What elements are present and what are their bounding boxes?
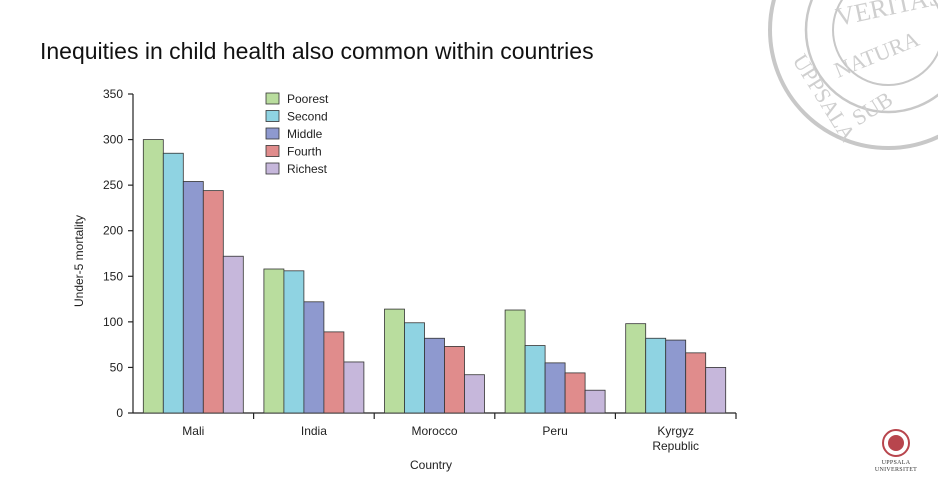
bar-fourth-4 (685, 352, 707, 414)
uppsala-logo: UPPSALA UNIVERSITET (868, 428, 924, 474)
legend-swatch-richest (265, 162, 280, 175)
uppsala-logo-emblem (882, 429, 910, 457)
bar-richest-0 (222, 255, 244, 414)
bar-fourth-2 (444, 346, 465, 414)
legend-swatch-fourth (265, 145, 280, 157)
legend-label-richest: Richest (287, 162, 328, 176)
legend-swatch-poorest (265, 92, 280, 105)
legend-label-middle: Middle (287, 127, 323, 141)
legend-swatch-second (265, 110, 280, 122)
bar-middle-1 (303, 301, 325, 414)
y-axis-title: Under-5 mortality (72, 215, 86, 307)
seal-inner-ring (804, 0, 938, 114)
y-tick-label: 350 (103, 87, 123, 101)
y-tick-label: 250 (103, 178, 123, 192)
bar-richest-1 (343, 361, 365, 414)
slide-title: Inequities in child health also common w… (40, 38, 594, 64)
seal-outer-ring (768, 0, 938, 150)
bar-second-0 (162, 152, 184, 414)
y-tick-label: 300 (103, 133, 123, 147)
bar-poorest-2 (384, 308, 405, 414)
bar-fourth-0 (202, 190, 224, 414)
bar-poorest-0 (142, 139, 164, 414)
x-tick-label: India (301, 424, 327, 438)
y-tick-label: 50 (110, 360, 124, 374)
bar-poorest-3 (504, 309, 526, 414)
bar-second-2 (404, 322, 425, 414)
x-axis-title: Country (410, 458, 452, 472)
logo-text-line1: UPPSALA (881, 460, 911, 466)
y-ticks: 0 50 100 150 200 250 300 350 (103, 87, 133, 420)
x-tick-label: Peru (542, 424, 567, 438)
y-tick-label: 0 (116, 406, 123, 420)
university-seal-watermark: VERITAS NATURA UPPSALA SUB (768, 0, 938, 150)
bar-second-1 (283, 270, 305, 414)
bar-poorest-4 (625, 323, 647, 414)
bar-middle-4 (665, 339, 687, 414)
seal-top-text: VERITAS (833, 0, 938, 32)
bar-second-3 (524, 345, 546, 414)
bars (142, 139, 727, 414)
bar-richest-3 (584, 389, 606, 414)
y-tick-label: 100 (103, 315, 123, 329)
logo-inner-circle (888, 435, 904, 451)
bar-fourth-3 (564, 372, 586, 414)
y-tick-label: 150 (103, 269, 123, 283)
x-ticks (253, 413, 737, 419)
bar-poorest-1 (263, 268, 285, 414)
legend-label-poorest: Poorest (287, 92, 329, 106)
legend: Poorest Second Middle Fourth Richest (265, 92, 329, 176)
x-tick-label: Republic (652, 439, 699, 453)
seal-core-ring (832, 0, 938, 86)
bar-middle-3 (544, 362, 566, 414)
bar-richest-2 (464, 374, 485, 414)
x-tick-label: Kyrgyz (657, 424, 694, 438)
bar-richest-4 (705, 367, 727, 414)
legend-label-fourth: Fourth (287, 145, 322, 159)
bar-middle-0 (182, 181, 204, 414)
logo-text-line2: UNIVERSITET (874, 467, 918, 473)
bar-second-4 (645, 337, 667, 414)
legend-label-second: Second (287, 110, 328, 124)
x-tick-label: Morocco (411, 424, 457, 438)
seal-bottom-text: NATURA (831, 26, 923, 83)
x-tick-label: Mali (182, 424, 204, 438)
legend-swatch-middle (265, 127, 280, 140)
y-tick-label: 200 (103, 224, 123, 238)
bar-fourth-1 (323, 331, 345, 414)
bar-middle-2 (424, 337, 445, 414)
